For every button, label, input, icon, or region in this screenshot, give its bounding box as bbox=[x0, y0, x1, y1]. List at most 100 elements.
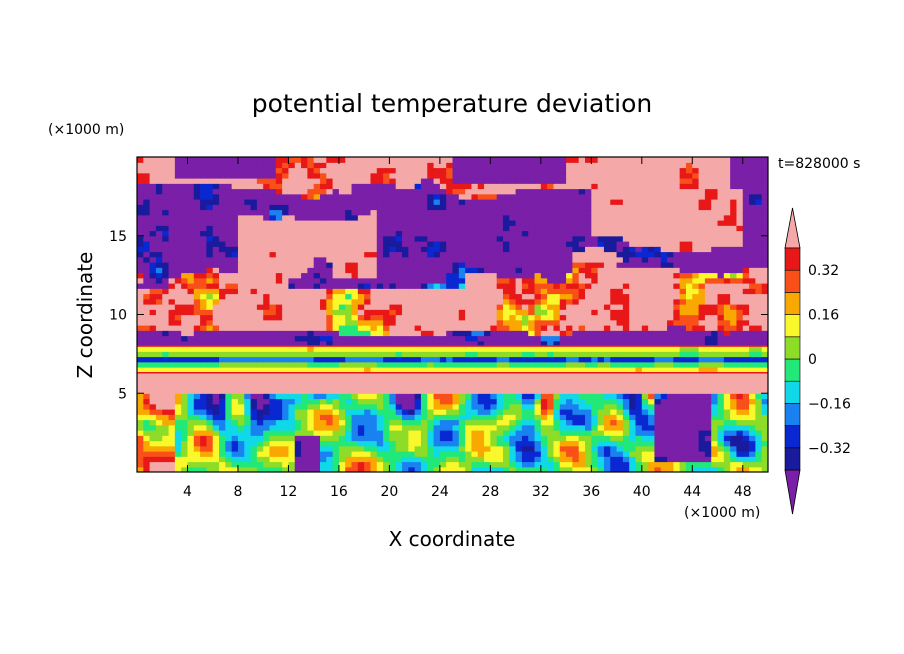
field-cell bbox=[553, 209, 561, 216]
field-cell bbox=[654, 424, 662, 431]
field-cell bbox=[162, 220, 170, 226]
field-cell bbox=[673, 414, 681, 421]
field-cell bbox=[566, 346, 573, 352]
field-cell bbox=[389, 430, 397, 436]
field-cell bbox=[622, 356, 630, 363]
field-cell bbox=[477, 445, 485, 452]
field-cell bbox=[685, 220, 693, 226]
field-cell bbox=[622, 220, 630, 226]
field-cell bbox=[749, 419, 756, 426]
field-cell bbox=[357, 309, 365, 316]
field-cell bbox=[212, 220, 220, 226]
field-cell bbox=[137, 235, 144, 242]
field-cell bbox=[244, 335, 252, 342]
field-cell bbox=[534, 330, 542, 337]
field-cell bbox=[237, 235, 245, 242]
field-cell bbox=[553, 346, 561, 352]
field-cell bbox=[269, 335, 277, 342]
field-cell bbox=[414, 251, 422, 258]
field-cell bbox=[187, 367, 195, 373]
field-cell bbox=[162, 246, 170, 253]
field-cell bbox=[307, 225, 315, 232]
field-cell bbox=[244, 388, 252, 394]
field-cell bbox=[648, 325, 656, 331]
field-cell bbox=[143, 451, 151, 457]
field-cell bbox=[294, 445, 302, 452]
field-cell bbox=[263, 361, 271, 368]
field-cell bbox=[231, 419, 239, 426]
field-cell bbox=[275, 319, 283, 326]
field-cell bbox=[231, 435, 239, 442]
field-cell bbox=[730, 466, 738, 472]
field-cell bbox=[667, 220, 674, 226]
field-cell bbox=[660, 414, 668, 421]
field-cell bbox=[717, 409, 725, 415]
field-cell bbox=[168, 304, 176, 310]
field-cell bbox=[490, 440, 498, 447]
field-cell bbox=[439, 445, 447, 452]
field-cell bbox=[540, 246, 548, 253]
field-cell bbox=[143, 430, 151, 436]
field-cell bbox=[402, 393, 409, 400]
field-cell bbox=[490, 304, 498, 310]
field-cell bbox=[256, 256, 264, 263]
field-cell bbox=[408, 340, 416, 347]
field-cell bbox=[231, 304, 239, 310]
field-cell bbox=[364, 414, 372, 421]
field-cell bbox=[212, 277, 220, 284]
field-cell bbox=[566, 409, 573, 415]
field-cell bbox=[452, 424, 460, 431]
field-cell bbox=[244, 230, 252, 237]
field-cell bbox=[402, 335, 409, 342]
field-cell bbox=[547, 356, 555, 363]
field-cell bbox=[288, 262, 296, 268]
field-cell bbox=[490, 430, 498, 436]
field-cell bbox=[502, 445, 510, 452]
field-cell bbox=[654, 256, 662, 263]
field-cell bbox=[402, 351, 409, 358]
field-cell bbox=[591, 251, 599, 258]
field-cell bbox=[698, 419, 706, 426]
field-cell bbox=[521, 272, 529, 279]
field-cell bbox=[193, 361, 201, 368]
field-cell bbox=[319, 372, 327, 379]
field-cell bbox=[420, 430, 428, 436]
field-cell bbox=[219, 272, 226, 279]
field-cell bbox=[736, 267, 744, 274]
field-cell bbox=[319, 262, 327, 268]
field-cell bbox=[471, 262, 479, 268]
field-cell bbox=[597, 246, 605, 253]
field-cell bbox=[629, 325, 637, 331]
field-cell bbox=[566, 293, 573, 300]
field-cell bbox=[521, 283, 529, 289]
field-cell bbox=[610, 430, 618, 436]
field-cell bbox=[212, 235, 220, 242]
field-cell bbox=[326, 251, 334, 258]
field-cell bbox=[540, 430, 548, 436]
field-cell bbox=[585, 445, 592, 452]
field-cell bbox=[137, 388, 144, 394]
field-cell bbox=[446, 451, 454, 457]
field-cell bbox=[692, 246, 700, 253]
field-cell bbox=[635, 335, 643, 342]
field-cell bbox=[755, 430, 763, 436]
field-cell bbox=[616, 403, 624, 410]
field-cell bbox=[452, 440, 460, 447]
field-cell bbox=[528, 451, 536, 457]
field-cell bbox=[622, 225, 630, 232]
field-cell bbox=[389, 293, 397, 300]
field-cell bbox=[370, 225, 378, 232]
field-cell bbox=[263, 451, 271, 457]
field-cell bbox=[698, 388, 706, 394]
field-cell bbox=[244, 466, 252, 472]
field-cell bbox=[244, 304, 252, 310]
field-cell bbox=[648, 382, 656, 389]
field-cell bbox=[162, 214, 170, 221]
field-cell bbox=[376, 246, 384, 253]
field-cell bbox=[704, 298, 712, 305]
field-cell bbox=[420, 256, 428, 263]
field-cell bbox=[490, 267, 498, 274]
field-cell bbox=[667, 277, 674, 284]
field-cell bbox=[181, 451, 189, 457]
field-cell bbox=[717, 440, 725, 447]
